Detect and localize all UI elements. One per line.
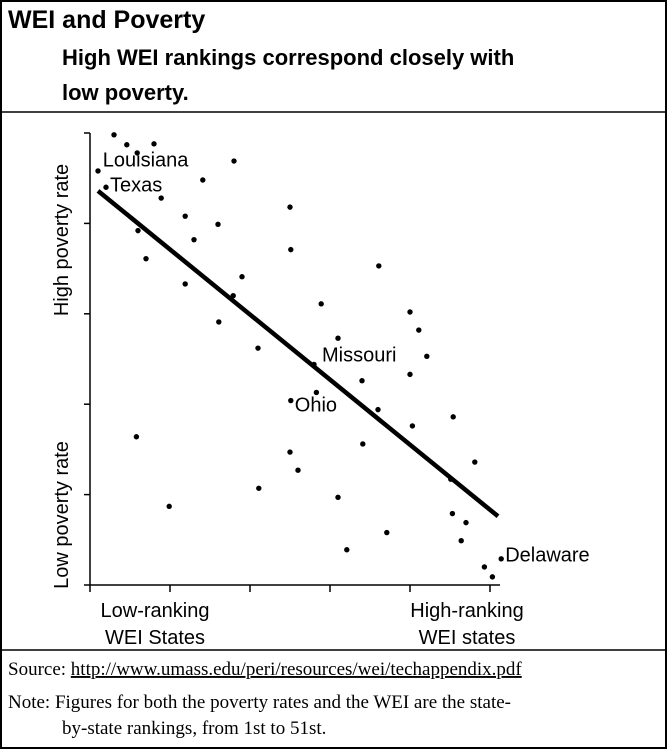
point [335, 335, 341, 341]
point [287, 449, 293, 455]
point [450, 414, 456, 420]
point [288, 397, 294, 404]
point [489, 574, 496, 580]
annotation: Delaware [505, 544, 589, 566]
point [135, 227, 141, 234]
point [384, 529, 390, 536]
point [191, 236, 197, 243]
source-label: Source: [8, 659, 66, 680]
point [216, 319, 222, 325]
x-axis-label: High-ranking [410, 600, 523, 622]
point [182, 281, 188, 287]
annotation: Texas [110, 175, 162, 197]
point [103, 184, 109, 190]
point [416, 327, 422, 333]
point [463, 519, 469, 526]
point [375, 406, 381, 413]
point [95, 168, 101, 174]
point [287, 204, 293, 210]
point [424, 353, 430, 359]
note: by-state rankings, from 1st to 51st. [62, 718, 326, 739]
y-axis-label: Low poverty rate [51, 441, 73, 589]
point [215, 221, 221, 228]
point [409, 423, 416, 429]
point [133, 434, 140, 440]
point [295, 467, 301, 473]
chart-subtitle: High WEI rankings correspond closely wit… [62, 45, 514, 70]
point [407, 309, 413, 315]
point [231, 158, 237, 164]
point [158, 195, 164, 201]
x-axis-label: WEI states [419, 627, 516, 649]
point [134, 150, 140, 156]
note: Note: Figures for both the poverty rates… [8, 692, 511, 713]
point [472, 459, 478, 465]
point [239, 274, 245, 280]
x-axis-label: Low-ranking [101, 600, 210, 622]
source: Source: http://www.umass.edu/peri/resour… [8, 659, 522, 680]
trend-line [96, 189, 500, 519]
point [313, 389, 320, 396]
chart-title: WEI and Poverty [8, 6, 205, 34]
annotation: Missouri [322, 345, 396, 367]
point [449, 510, 456, 517]
point [407, 371, 413, 378]
point [111, 132, 117, 138]
source-url[interactable]: http://www.umass.edu/peri/resources/wei/… [71, 659, 523, 680]
point [359, 377, 365, 384]
point [318, 301, 324, 307]
annotation: Louisiana [103, 149, 190, 171]
point [255, 345, 261, 351]
point [256, 485, 262, 491]
x-axis-label: WEI States [105, 627, 205, 649]
point [360, 441, 366, 447]
point [481, 564, 488, 570]
annotation: Ohio [295, 394, 337, 416]
point [200, 177, 206, 183]
point [143, 255, 149, 262]
point [166, 503, 172, 510]
point [376, 263, 382, 269]
point [124, 142, 130, 148]
chart-subtitle: low poverty. [62, 80, 189, 105]
point [344, 547, 350, 553]
point [458, 538, 464, 544]
y-axis-label: High poverty rate [51, 164, 73, 316]
point [288, 246, 294, 253]
point [498, 556, 504, 562]
point [151, 141, 157, 147]
point [335, 494, 341, 501]
point [182, 213, 188, 219]
